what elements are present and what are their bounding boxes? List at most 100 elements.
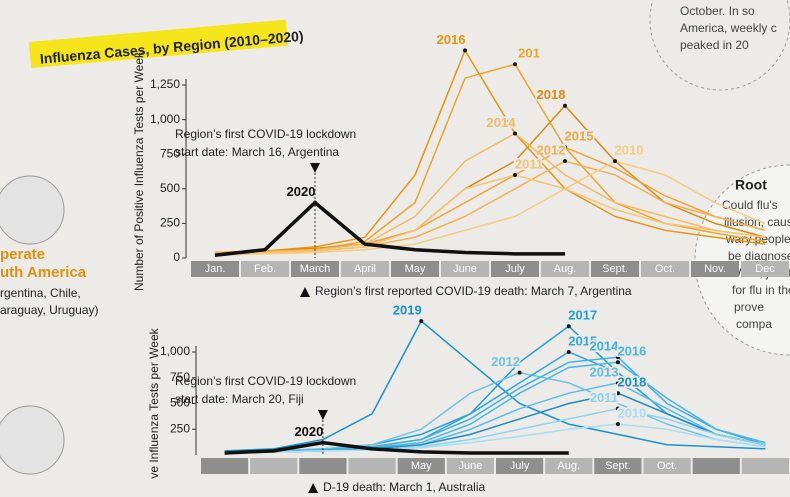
peak-dot (513, 62, 517, 67)
x-tick-label: Oct. (655, 263, 675, 275)
month-cell (591, 261, 639, 277)
x-tick-label: Oct. (657, 460, 677, 472)
peak-dot (615, 422, 620, 427)
x-tick-label: Sept. (602, 263, 628, 275)
legend-label: 2016 (437, 32, 466, 47)
side-text: wary people n (725, 232, 790, 246)
legend-label: 2010 (615, 143, 644, 158)
region-name: uth America (0, 264, 87, 281)
title-box (28, 19, 289, 68)
side-text: be diagnosed (728, 249, 790, 263)
series-line (224, 371, 766, 453)
lockdown-marker (317, 410, 328, 420)
y-axis-title: ve Influenza Tests per Week (147, 327, 161, 478)
legend-label: 2012 (491, 354, 520, 369)
side-text: for flu in the (732, 283, 790, 297)
lockdown-marker (310, 163, 320, 173)
side-text: America, weekly c (680, 21, 777, 35)
peak-dot (615, 355, 620, 360)
series-line (214, 132, 766, 255)
series-line (224, 423, 766, 454)
y-tick-label: 750 (160, 146, 180, 160)
death-note: Region’s first reported COVID-19 death: … (315, 284, 632, 298)
legend-label: 2015 (568, 333, 597, 348)
death-marker (308, 483, 319, 493)
month-cell (496, 458, 544, 474)
legend-label: 2015 (565, 129, 594, 144)
lockdown-note: start date: March 20, Fiji (175, 392, 304, 406)
month-cell (692, 458, 740, 474)
side-text: prove (734, 300, 764, 314)
x-tick-label: July (510, 460, 530, 472)
legend-label: 2019 (393, 303, 422, 318)
x-tick-label: May (405, 263, 426, 275)
month-cell (594, 458, 642, 474)
peak-dot (513, 131, 517, 136)
legend-label: 2010 (617, 406, 646, 421)
x-tick-label: Aug. (557, 460, 580, 472)
y-tick-label: 1,000 (150, 112, 180, 126)
peak-dot (613, 159, 617, 164)
x-tick-label: June (453, 263, 477, 275)
month-cell (741, 458, 789, 474)
month-cell (391, 261, 439, 277)
peak-dot (463, 48, 467, 53)
side-text: peaked in 20 (680, 38, 749, 52)
y-tick-label: 1,250 (150, 77, 180, 91)
note-circle (694, 164, 790, 356)
y-tick-label: 1,000 (160, 344, 190, 358)
legend-label: 2020 (287, 184, 316, 199)
death-note: D-19 death: March 1, Australia (323, 480, 485, 494)
series-line (214, 200, 565, 257)
y-tick-label: 250 (160, 216, 180, 230)
peak-dot (615, 391, 620, 396)
legend-label: 2014 (487, 115, 517, 130)
region-countries: araguay, Uruguay) (0, 303, 99, 317)
series-line (214, 104, 766, 254)
legend-label: 2020 (294, 424, 323, 439)
month-cell (250, 458, 298, 474)
x-tick-label: Nov. (704, 263, 726, 275)
series-line (224, 440, 569, 455)
legend-label: 2018 (537, 87, 566, 102)
side-text: illusion, caus (724, 215, 790, 229)
legend-label: 2017 (568, 308, 597, 323)
legend-label: 2016 (617, 344, 646, 359)
x-tick-label: Jan. (205, 263, 226, 275)
lockdown-note: start date: March 16, Argentina (175, 145, 339, 159)
x-tick-label: May (411, 460, 432, 472)
series-line (214, 160, 766, 256)
side-text: compa (736, 317, 772, 331)
month-cell (397, 458, 445, 474)
peak-dot (563, 145, 567, 150)
peak-dot (566, 324, 571, 329)
month-cell (441, 261, 489, 277)
month-cell (545, 458, 593, 474)
month-cell (201, 458, 249, 474)
x-tick-label: April (354, 263, 376, 275)
x-tick-label: March (300, 263, 331, 275)
peak-dot (563, 103, 567, 108)
peak-dot (615, 360, 620, 365)
legend-label: 2011 (590, 390, 618, 405)
y-tick-label: 500 (170, 396, 190, 410)
month-cell (741, 261, 789, 277)
note-circle (649, 0, 790, 91)
peak-dot (419, 319, 424, 324)
x-tick-label: Aug. (554, 263, 577, 275)
peak-dot (615, 406, 620, 411)
month-cell (446, 458, 494, 474)
series-line (214, 48, 766, 254)
month-cell (291, 261, 339, 277)
lockdown-note: Region’s first COVID-19 lockdown (175, 127, 356, 141)
month-cell (299, 458, 347, 474)
peak-dot (563, 159, 567, 164)
y-tick-label: 250 (170, 421, 190, 435)
globe-bottom (0, 405, 65, 475)
legend-label: 2012 (537, 143, 566, 158)
x-tick-label: Dec (755, 263, 775, 275)
globe-top (0, 175, 65, 245)
month-cell (643, 458, 691, 474)
